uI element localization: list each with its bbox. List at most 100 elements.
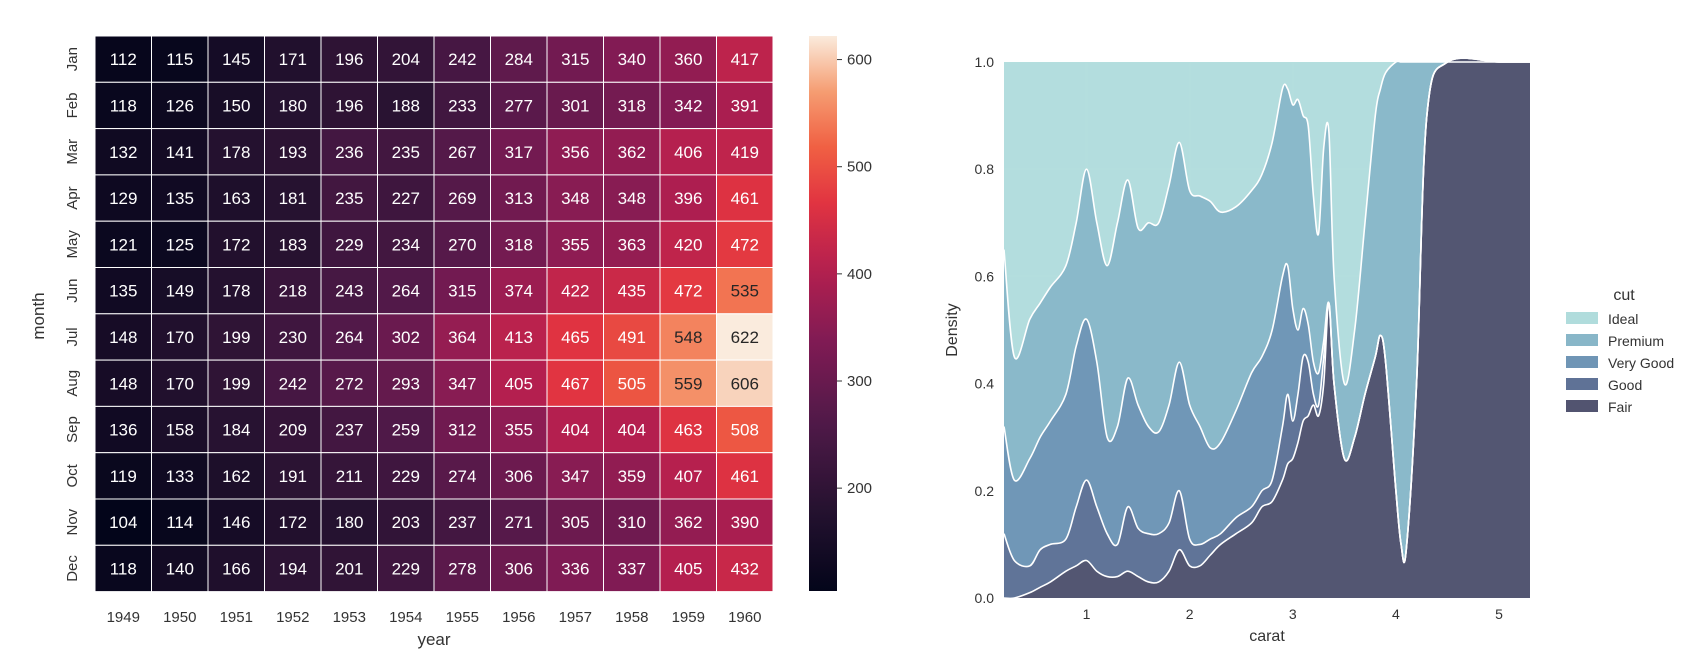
heatmap-cell [377,81,435,130]
cell-value-label: 505 [618,374,646,393]
cell-value-label: 336 [561,559,589,578]
heatmap-cell [659,174,717,222]
cell-value-label: 236 [335,143,363,162]
heatmap-cell [716,267,774,315]
x-tick-label: 1957 [559,609,592,626]
heatmap-cell [377,452,435,500]
colorbar-gradient [809,36,837,591]
legend-title: cut [1613,287,1635,304]
heatmap-cell [207,498,265,546]
x-tick-label: 1959 [672,609,705,626]
y-tick-label: 0.0 [975,590,995,606]
x-tick-label: 1956 [502,609,535,626]
x-tick-label: 2 [1186,606,1194,622]
heatmap-cell [94,452,152,500]
cell-value-label: 149 [166,282,194,301]
heatmap-cell [490,452,548,500]
cell-value-label: 356 [561,143,589,162]
cell-value-label: 259 [392,421,420,440]
heatmap-cell [433,81,491,130]
y-tick-label: Jan [64,47,81,71]
heatmap-cell [320,498,378,546]
cell-value-label: 126 [166,96,194,115]
area-fair [1004,58,1530,599]
heatmap-cell [716,35,774,83]
heatmap-cell [433,452,491,500]
heatmap-colorbar: 200 300 400 500 600 [809,36,872,591]
cell-value-label: 405 [505,374,533,393]
cell-value-label: 135 [166,189,194,208]
cell-value-label: 355 [505,421,533,440]
y-axis-label: month [29,292,48,339]
heatmap-cell [433,220,491,268]
heatmap-cell [151,405,209,454]
heatmap-cell [207,81,265,130]
x-axis-label: year [417,630,450,649]
cell-value-label: 104 [109,513,137,532]
heatmap-cell [490,313,548,361]
x-tick-label: 1953 [333,609,366,626]
cell-value-label: 306 [505,559,533,578]
heatmap-cell [94,359,152,407]
heatmap-cell [320,405,378,454]
heatmap-cell [603,81,661,130]
heatmap-cell [603,174,661,222]
heatmap-cell [490,405,548,454]
heatmap-cell [490,544,548,593]
heatmap-cell [207,452,265,500]
cell-value-label: 184 [222,421,250,440]
y-tick-label: 0.4 [975,376,995,392]
cell-value-label: 432 [731,559,759,578]
cell-value-label: 181 [279,189,307,208]
cell-value-label: 413 [505,328,533,347]
cell-value-label: 463 [674,421,702,440]
heatmap-cell [433,174,491,222]
cell-value-label: 235 [335,189,363,208]
heatmap-cell [546,35,604,83]
heatmap-cell [151,174,209,222]
heatmap-cell [433,359,491,407]
cell-value-label: 229 [335,235,363,254]
colorbar-tick-label: 400 [847,266,872,283]
y-tick-label: 1.0 [975,54,995,70]
y-tick-label: 0.6 [975,268,995,284]
area-layers [1004,58,1530,599]
cell-value-label: 390 [731,513,759,532]
cell-value-label: 145 [222,50,250,69]
x-tick-label: 1952 [276,609,309,626]
cell-value-label: 170 [166,374,194,393]
heatmap-cell [716,405,774,454]
cell-value-label: 271 [505,513,533,532]
cell-value-label: 112 [110,50,137,69]
x-tick-label: 3 [1289,606,1297,622]
cell-value-label: 362 [618,143,646,162]
cell-value-label: 201 [335,559,363,578]
y-tick-label: Nov [64,508,81,535]
cell-value-label: 472 [731,235,759,254]
heatmap-cell [320,544,378,593]
cell-value-label: 178 [222,143,250,162]
legend-swatch [1566,400,1598,412]
cell-value-label: 406 [674,143,702,162]
cell-value-label: 347 [561,467,589,486]
cell-value-label: 306 [505,467,533,486]
heatmap-cell [151,220,209,268]
cell-value-label: 274 [448,467,476,486]
heatmap-cell [264,220,322,268]
y-tick-label: May [64,230,81,259]
cell-value-label: 188 [392,96,420,115]
cell-value-label: 491 [618,328,646,347]
x-tick-label: 1950 [163,609,196,626]
cell-value-label: 278 [448,559,476,578]
heatmap-cell [603,544,661,593]
heatmap-cell [207,174,265,222]
boundary-premium [1003,60,1530,386]
colorbar-tick-label: 500 [847,159,872,176]
legend-label: Good [1608,377,1642,393]
cell-value-label: 342 [674,96,702,115]
heatmap-cell [207,359,265,407]
cell-value-label: 267 [448,143,476,162]
cell-value-label: 264 [335,328,363,347]
heatmap-cell [94,313,152,361]
